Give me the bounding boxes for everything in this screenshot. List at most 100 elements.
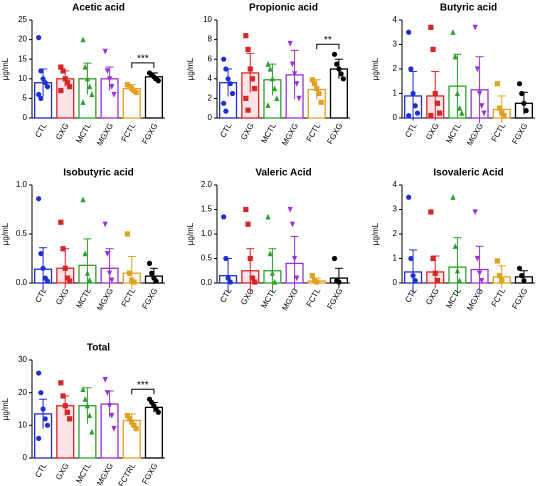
x-tick-label: FGXG: [510, 122, 529, 146]
point: [64, 409, 71, 415]
point: [44, 278, 51, 284]
point: [521, 277, 527, 284]
point: [331, 51, 338, 57]
y-tick-label: 10: [18, 420, 27, 429]
point: [519, 90, 525, 97]
point: [89, 91, 95, 98]
y-tick-label: 25: [18, 15, 27, 24]
point: [265, 213, 271, 220]
point: [430, 255, 436, 262]
significance-label: **: [324, 35, 332, 46]
point: [58, 380, 64, 386]
point: [406, 194, 412, 200]
point: [229, 90, 236, 97]
x-tick-label: FGXG: [140, 287, 159, 311]
point: [289, 221, 295, 228]
panel-title: Isovaleric Acid: [433, 168, 503, 179]
x-tick-label: MCTL: [444, 286, 463, 310]
y-tick-label: 4: [393, 180, 398, 189]
point: [133, 89, 139, 96]
point: [42, 80, 48, 86]
point: [64, 275, 71, 281]
point: [457, 105, 463, 111]
point: [243, 206, 249, 213]
y-tick-label: 8: [208, 35, 213, 44]
point: [89, 428, 95, 435]
point: [249, 275, 256, 281]
point: [454, 90, 461, 97]
y-tick-label: 5: [23, 94, 28, 103]
point: [225, 275, 231, 281]
panel: Valeric Acid µg/mL 0.0 0.5 1.0 1.5 2.0 CTL GXG MC…: [186, 168, 350, 313]
y-axis-label: µg/mL: [1, 397, 10, 420]
point: [67, 416, 73, 422]
x-tick-label: FGXG: [510, 287, 529, 311]
point: [287, 206, 293, 213]
point: [223, 108, 229, 114]
point: [58, 219, 64, 225]
point: [247, 66, 253, 72]
point: [289, 61, 295, 68]
point: [40, 406, 46, 412]
point: [111, 91, 117, 98]
point: [414, 110, 421, 116]
point: [412, 277, 418, 284]
x-tick-label: CTL: [33, 461, 49, 479]
x-tick-label: GXG: [239, 287, 256, 307]
point: [452, 243, 458, 249]
x-tick-label: MGXG: [465, 122, 485, 148]
point: [474, 255, 480, 262]
point: [60, 246, 66, 252]
point: [459, 110, 465, 116]
x-tick-label: MCTL: [259, 121, 278, 145]
y-tick-label: 1: [393, 254, 398, 263]
point: [225, 76, 231, 82]
x-tick-label: GXG: [239, 122, 256, 142]
point: [102, 221, 108, 228]
x-tick-label: CTL: [403, 286, 419, 304]
panel: Total µg/mL 0 10 20 30 CTL GXG MCTL MGXG FCTRL FGXG…: [1, 343, 165, 486]
y-tick-label: 0: [393, 278, 398, 287]
y-tick-label: 4: [393, 15, 398, 24]
point: [149, 270, 155, 276]
x-tick-label: FCTL: [120, 121, 138, 143]
point: [155, 409, 161, 415]
y-tick-label: 2: [208, 94, 213, 103]
point: [102, 377, 108, 383]
point: [62, 265, 68, 271]
x-tick-label: FGXG: [140, 462, 159, 486]
point: [434, 100, 441, 106]
panel: Butyric acid µg/mL 0 1 2 3 4 CTL GXG MCTL MGXG FCTL…: [371, 3, 535, 148]
point: [457, 277, 463, 284]
point: [60, 393, 66, 399]
point: [67, 278, 73, 284]
point: [58, 87, 64, 94]
y-axis-label: µg/mL: [1, 57, 10, 80]
x-tick-label: GXG: [54, 122, 71, 142]
point: [245, 107, 251, 113]
bar: [144, 406, 163, 459]
x-tick-label: MCTL: [74, 121, 93, 145]
y-axis-label: µg/mL: [186, 57, 195, 80]
point: [109, 412, 115, 419]
point: [106, 270, 113, 277]
y-tick-label: 4: [208, 74, 213, 83]
point: [38, 95, 44, 101]
point: [82, 396, 88, 402]
point: [243, 33, 249, 39]
y-tick-label: 1.0: [201, 229, 213, 238]
point: [410, 273, 416, 279]
significance-label: ***: [137, 54, 149, 65]
x-tick-label: GXG: [54, 287, 71, 307]
point: [131, 422, 137, 428]
point: [124, 231, 130, 237]
point: [36, 435, 42, 441]
panel-title: Total: [87, 343, 110, 354]
x-tick-label: FCTRL: [117, 461, 138, 486]
point: [314, 86, 320, 92]
x-tick-label: MGXG: [280, 287, 300, 313]
point: [309, 77, 315, 83]
point: [501, 112, 507, 119]
point: [481, 110, 487, 117]
